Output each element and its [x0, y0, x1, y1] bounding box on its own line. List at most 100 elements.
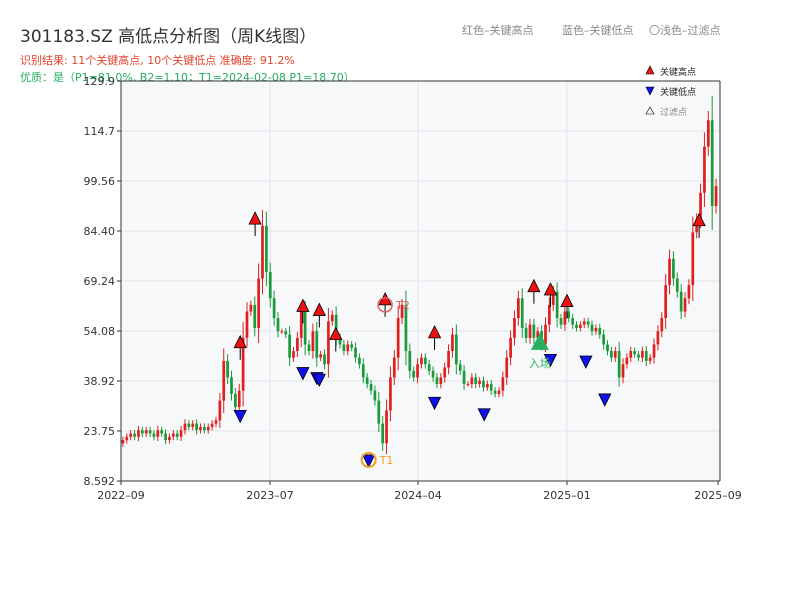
chart-title: 301183.SZ 高低点分析图（周K线图） — [20, 27, 317, 47]
candle-body — [621, 364, 625, 378]
candle-body — [202, 426, 206, 431]
legend: 关键高点 关键低点 过滤点 — [645, 65, 696, 118]
x-tick-label: 2025–01 — [543, 489, 591, 502]
candle-body — [292, 351, 295, 358]
candle-body — [187, 423, 191, 427]
candle-body — [199, 426, 202, 431]
candle-body — [381, 423, 385, 444]
candle-body — [501, 377, 505, 391]
y-tick-label: 69.24 — [84, 275, 116, 288]
candle-body — [230, 377, 233, 394]
candle-body — [253, 304, 257, 328]
candle-body — [679, 291, 683, 312]
candle-body — [183, 423, 187, 431]
candle-body — [485, 384, 489, 388]
candle-body — [520, 298, 524, 328]
candle-body — [249, 304, 253, 312]
low-marker — [427, 396, 442, 411]
candle-body — [334, 314, 338, 338]
candle-body — [129, 433, 133, 437]
high-marker — [312, 302, 326, 316]
x-tick-label: 2022–09 — [97, 489, 145, 502]
candle-body — [629, 351, 633, 358]
low-marker — [598, 393, 612, 407]
candle-body — [210, 423, 214, 427]
legend-low-icon — [645, 86, 655, 96]
candle-body — [392, 357, 396, 378]
candle-body — [156, 430, 160, 437]
candles — [121, 96, 718, 455]
candle-body — [493, 390, 497, 394]
top-legend-light: 〇浅色–过滤点 — [649, 24, 721, 37]
entry-marker — [530, 332, 549, 350]
candle-body — [590, 324, 594, 332]
x-tick-label: 2023–07 — [246, 489, 294, 502]
candle-body — [664, 285, 668, 319]
candle-body — [536, 331, 540, 338]
candle-body — [551, 291, 555, 305]
candle-body — [656, 331, 660, 345]
entry-label: 入场 — [529, 356, 551, 370]
candle-body — [644, 351, 648, 361]
candle-body — [633, 351, 637, 355]
candle-body — [327, 321, 330, 365]
candle-body — [675, 278, 679, 292]
candle-body — [218, 400, 222, 421]
candle-body — [171, 433, 175, 437]
candle-body — [555, 291, 559, 319]
candle-body — [338, 337, 342, 345]
candle-body — [454, 334, 458, 365]
t2-label: T2 — [395, 299, 410, 312]
candle-body — [299, 311, 303, 338]
t2-circle — [377, 297, 393, 313]
candle-body — [342, 344, 346, 352]
candle-body — [137, 430, 140, 437]
candle-body — [489, 384, 493, 391]
legend-filtered-label: 过滤点 — [660, 106, 687, 118]
candle-body — [408, 351, 412, 371]
candle-body — [416, 364, 419, 378]
candle-body — [400, 304, 404, 319]
candle-body — [544, 324, 547, 345]
low-marker — [477, 408, 491, 422]
low-marker — [362, 454, 376, 468]
candle-body — [699, 192, 702, 220]
candle-body — [307, 344, 311, 352]
low-marker — [543, 353, 558, 368]
candle-body — [637, 354, 640, 358]
low-marker — [579, 355, 593, 369]
candle-body — [427, 364, 431, 371]
candle-body — [280, 331, 284, 333]
candle-body — [268, 271, 272, 299]
candle-body — [133, 433, 136, 437]
candle-body — [594, 327, 598, 332]
candle-body — [443, 367, 447, 378]
candle-body — [164, 433, 167, 441]
candle-body — [532, 324, 536, 338]
candle-body — [284, 331, 288, 335]
candle-body — [606, 344, 609, 352]
candle-body — [641, 351, 644, 358]
candle-body — [687, 285, 691, 299]
y-tick-label: 8.592 — [84, 475, 116, 488]
markers: T1 T2 入场 — [233, 211, 706, 468]
candle-body — [691, 232, 695, 286]
candle-body — [470, 377, 474, 385]
y-tick-label: 54.08 — [84, 325, 116, 338]
candle-body — [660, 318, 664, 332]
candle-body — [241, 337, 245, 391]
candle-body — [195, 423, 198, 431]
candle-body — [668, 258, 671, 286]
candle-body — [579, 324, 582, 328]
candle-body — [369, 384, 373, 391]
candle-body — [265, 225, 268, 272]
candle-body — [361, 364, 365, 378]
candle-body — [586, 321, 590, 325]
high-marker — [543, 282, 558, 296]
candle-body — [617, 351, 621, 378]
gridlines — [121, 81, 720, 481]
high-marker — [248, 211, 262, 225]
candle-body — [524, 327, 528, 338]
candle-body — [245, 311, 249, 338]
